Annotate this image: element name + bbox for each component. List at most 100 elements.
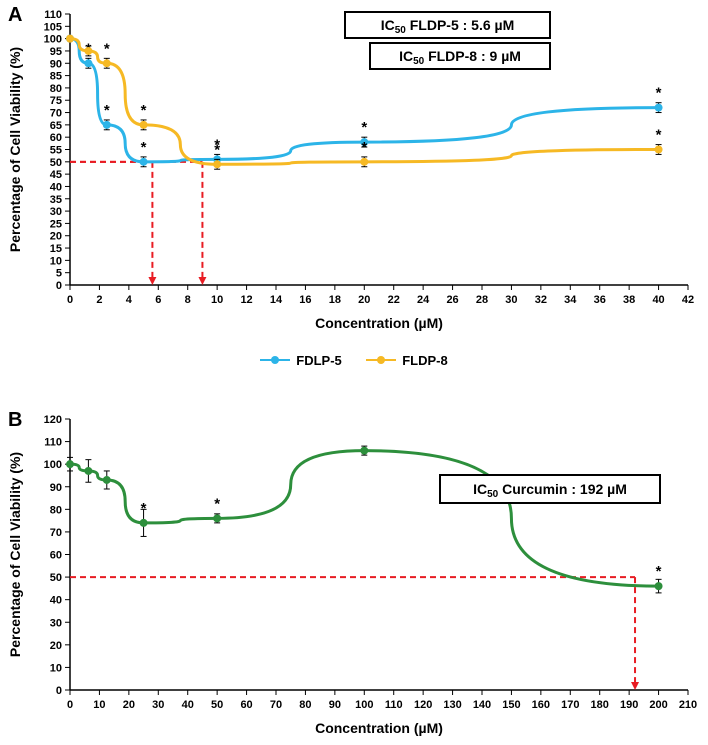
panel-a: A 02468101214161820222426283032343638404… — [0, 0, 708, 340]
svg-text:16: 16 — [299, 294, 311, 306]
svg-text:22: 22 — [388, 294, 400, 306]
svg-text:10: 10 — [50, 662, 62, 674]
svg-text:28: 28 — [476, 294, 488, 306]
svg-text:95: 95 — [50, 46, 62, 58]
svg-text:110: 110 — [44, 9, 62, 21]
svg-text:20: 20 — [50, 231, 62, 243]
svg-text:70: 70 — [50, 527, 62, 539]
svg-text:150: 150 — [502, 699, 520, 711]
svg-text:*: * — [104, 102, 110, 119]
svg-text:20: 20 — [358, 294, 370, 306]
svg-text:10: 10 — [211, 294, 223, 306]
svg-text:*: * — [104, 40, 110, 57]
chart-a-svg: 0246810121416182022242628303234363840420… — [0, 0, 708, 340]
svg-text:100: 100 — [355, 699, 373, 711]
svg-text:8: 8 — [185, 294, 191, 306]
svg-text:40: 40 — [50, 595, 62, 607]
svg-text:70: 70 — [270, 699, 282, 711]
svg-text:Percentage of Cell Viability (: Percentage of Cell Viability (%) — [7, 452, 23, 657]
svg-text:210: 210 — [679, 699, 697, 711]
svg-text:50: 50 — [50, 572, 62, 584]
svg-text:*: * — [141, 500, 147, 517]
svg-text:45: 45 — [50, 169, 62, 181]
svg-text:80: 80 — [50, 83, 62, 95]
panel-a-label: A — [8, 4, 22, 27]
svg-text:35: 35 — [50, 194, 62, 206]
svg-text:130: 130 — [443, 699, 461, 711]
legend: FDLP-5 FLDP-8 — [0, 348, 708, 368]
svg-text:85: 85 — [50, 71, 62, 83]
svg-text:100: 100 — [44, 34, 62, 46]
svg-text:32: 32 — [535, 294, 547, 306]
svg-text:40: 40 — [50, 181, 62, 193]
svg-text:12: 12 — [240, 294, 252, 306]
svg-text:*: * — [214, 495, 220, 512]
svg-text:90: 90 — [50, 482, 62, 494]
svg-text:55: 55 — [50, 145, 62, 157]
legend-marker-fdlp5 — [271, 356, 279, 364]
svg-text:120: 120 — [44, 414, 62, 426]
svg-text:Concentration (µM): Concentration (µM) — [315, 315, 443, 331]
svg-text:36: 36 — [594, 294, 606, 306]
svg-text:30: 30 — [50, 617, 62, 629]
svg-text:70: 70 — [50, 108, 62, 120]
svg-text:60: 60 — [50, 550, 62, 562]
svg-text:*: * — [656, 563, 662, 580]
svg-text:0: 0 — [56, 280, 62, 292]
svg-text:10: 10 — [93, 699, 105, 711]
svg-text:*: * — [656, 127, 662, 144]
svg-text:110: 110 — [385, 699, 403, 711]
svg-text:34: 34 — [564, 294, 577, 306]
svg-text:20: 20 — [123, 699, 135, 711]
svg-text:20: 20 — [50, 640, 62, 652]
svg-text:14: 14 — [270, 294, 283, 306]
svg-text:15: 15 — [50, 243, 62, 255]
chart-b-svg: 0102030405060708090100110120130140150160… — [0, 405, 708, 745]
legend-item-fdlp5: FDLP-5 — [260, 353, 342, 368]
svg-text:5: 5 — [56, 268, 62, 280]
svg-text:26: 26 — [446, 294, 458, 306]
svg-text:120: 120 — [414, 699, 432, 711]
svg-text:24: 24 — [417, 294, 430, 306]
legend-label-fldp8: FLDP-8 — [402, 353, 448, 368]
svg-text:30: 30 — [505, 294, 517, 306]
svg-text:Concentration (µM): Concentration (µM) — [315, 720, 443, 736]
svg-text:50: 50 — [50, 157, 62, 169]
svg-text:42: 42 — [682, 294, 694, 306]
svg-text:0: 0 — [56, 685, 62, 697]
svg-text:160: 160 — [532, 699, 550, 711]
svg-text:0: 0 — [67, 699, 73, 711]
svg-text:38: 38 — [623, 294, 635, 306]
svg-text:140: 140 — [473, 699, 491, 711]
svg-text:180: 180 — [591, 699, 609, 711]
svg-text:75: 75 — [50, 95, 62, 107]
svg-text:*: * — [141, 102, 147, 119]
svg-text:6: 6 — [155, 294, 161, 306]
legend-marker-fldp8 — [377, 356, 385, 364]
svg-text:25: 25 — [50, 218, 62, 230]
svg-text:*: * — [214, 141, 220, 158]
panel-b: B 01020304050607080901001101201301401501… — [0, 405, 708, 745]
svg-text:60: 60 — [50, 132, 62, 144]
svg-text:100: 100 — [44, 459, 62, 471]
svg-text:*: * — [141, 139, 147, 156]
svg-text:40: 40 — [182, 699, 194, 711]
svg-text:80: 80 — [299, 699, 311, 711]
figure-container: A 02468101214161820222426283032343638404… — [0, 0, 708, 744]
legend-line-fdlp5 — [260, 359, 290, 361]
svg-text:40: 40 — [652, 294, 664, 306]
svg-text:65: 65 — [50, 120, 62, 132]
svg-text:10: 10 — [50, 255, 62, 267]
svg-text:90: 90 — [50, 58, 62, 70]
svg-text:*: * — [656, 85, 662, 102]
svg-text:18: 18 — [329, 294, 341, 306]
legend-label-fdlp5: FDLP-5 — [296, 353, 342, 368]
svg-text:190: 190 — [620, 699, 638, 711]
svg-text:105: 105 — [44, 21, 62, 33]
svg-text:4: 4 — [126, 294, 133, 306]
panel-b-label: B — [8, 409, 22, 432]
svg-text:0: 0 — [67, 294, 73, 306]
svg-text:170: 170 — [561, 699, 579, 711]
svg-text:200: 200 — [649, 699, 667, 711]
svg-text:2: 2 — [96, 294, 102, 306]
